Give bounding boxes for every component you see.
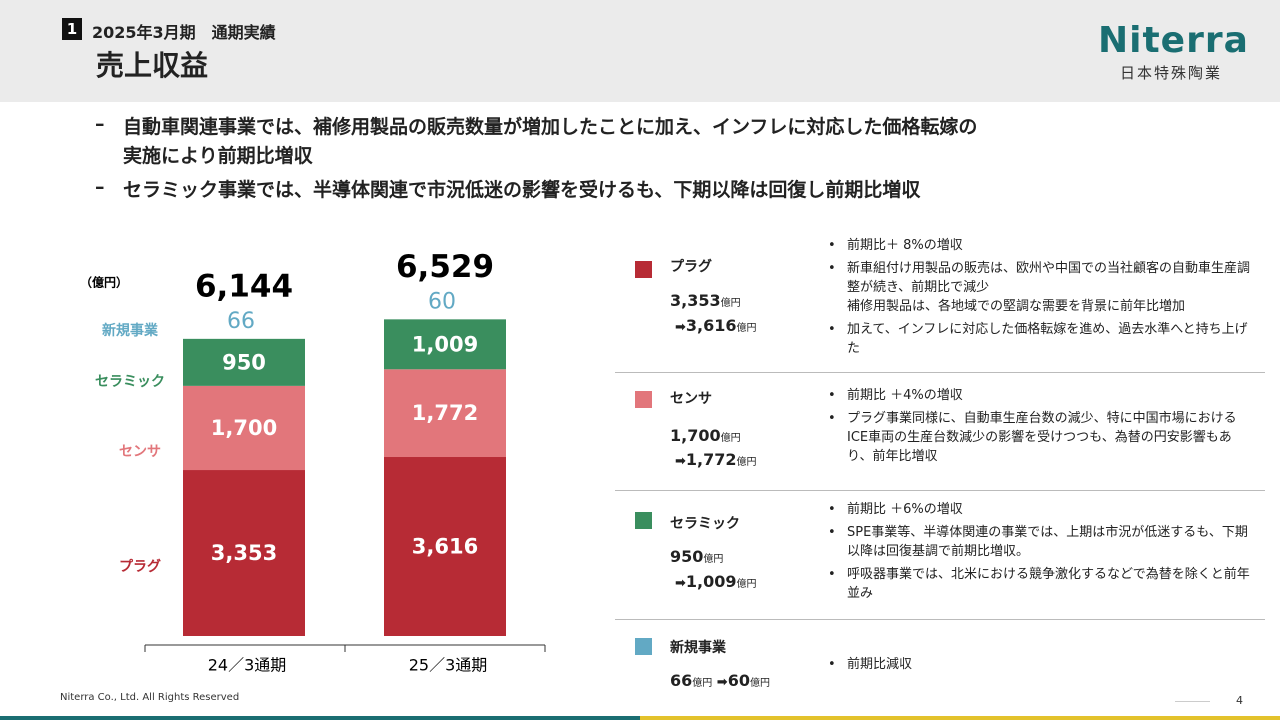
bullet-text: 自動車関連事業では、補修用製品の販売数量が増加したことに加え、インフレに対応した… [123,116,978,167]
value-before: 950億円 [670,547,723,566]
x-tick-label: 25／3通期 [409,656,488,675]
value-text: 950 [670,547,704,566]
bar-segment [183,338,305,386]
arrow-icon: ➡ [675,320,686,335]
chart: （億円） 24／3通期 3,353 1,700 950 66 6,144 25／3通期 3,6… [80,249,546,675]
legend-swatch [635,512,652,529]
value-text: 1,009 [685,572,737,591]
footer-strip [640,716,1280,720]
unit-text: 億円 [736,579,757,590]
note-list: 前期比 ＋4%の増収プラグ事業同様に、自動車生産台数の減少、特に中国市場における… [825,386,1250,470]
note-item: 新車組付け用製品の販売は、欧州や中国での当社顧客の自動車生産調整が続き、前期比で… [825,259,1250,316]
unit-text: 億円 [720,433,741,444]
unit-text: 億円 [736,323,757,334]
value-text: 60 [727,671,750,690]
segment-value-label: 60 [428,289,456,314]
top-bullet: – セラミック事業では、半導体関連で市況低迷の影響を受けるも、下期以降は回復し前期… [95,176,993,205]
note-item: 前期比 ＋6%の増収 [825,500,1250,519]
footer-strip [0,716,640,720]
note-item: 前期比 ＋4%の増収 [825,386,1250,405]
logo: Niterra [1098,20,1249,61]
series-label: 新規事業 [102,322,159,339]
value-text: 1,700 [670,426,721,445]
value-after: ➡1,772億円 [675,450,757,469]
bar-segment [384,369,506,458]
arrow-icon: ➡ [675,454,686,469]
bar-segment [384,319,506,370]
segment-value-label: 1,700 [211,416,277,440]
bar-segment [384,457,506,636]
segment-value-label: 66 [227,309,255,334]
segment-name: セラミック [670,516,740,532]
arrow-icon: ➡ [712,675,728,690]
note-list: 前期比＋ 8%の増収新車組付け用製品の販売は、欧州や中国での当社顧客の自動車生産… [825,236,1250,362]
unit-text: 億円 [736,457,757,468]
segment-value-label: 950 [222,350,266,374]
legend-swatch [635,638,652,655]
total-label: 6,529 [396,249,494,285]
unit-text: 億円 [692,678,713,689]
bullet-text: セラミック事業では、半導体関連で市況低迷の影響を受けるも、下期以降は回復し前期比… [123,179,921,201]
note-item: 呼吸器事業では、北米における競争激化するなどで為替を除くと前年並み [825,565,1250,603]
legend-swatch [635,261,652,278]
unit-label: （億円） [80,275,128,290]
top-bullet: – 自動車関連事業では、補修用製品の販売数量が増加したことに加え、インフレに対応し… [95,113,993,171]
total-label: 6,144 [195,268,293,304]
series-label: センサ [119,444,161,460]
subtitle: 2025年3月期 通期実績 [92,23,276,42]
value-text: 66 [670,671,693,690]
x-tick-label: 24／3通期 [208,656,287,675]
segment-value-label: 1,009 [412,332,478,356]
page-rule [1175,701,1210,702]
value-after: ➡3,616億円 [675,316,757,335]
section-number: 1 [62,18,82,40]
note-item: SPE事業等、半導体関連の事業では、上期は市況が低迷するも、下期以降は回復基調で… [825,523,1250,561]
note-item: プラグ事業同様に、自動車生産台数の減少、特に中国市場におけるICE車両の生産台数… [825,409,1250,466]
separator [615,619,1265,620]
page-number: 4 [1236,694,1243,707]
separator [615,490,1265,491]
header-band [0,0,1280,102]
note-list: 前期比減収 [825,655,1250,678]
legend-swatch [635,391,652,408]
segment-name: センサ [670,391,712,407]
segment-value-label: 3,353 [211,541,277,565]
unit-text: 億円 [720,298,741,309]
note-item: 前期比減収 [825,655,1250,674]
segment-value-label: 1,772 [412,401,478,425]
title: 売上収益 [96,49,209,82]
arrow-icon: ➡ [675,576,686,591]
note-item: 加えて、インフレに対応した価格転嫁を進め、過去水準へと持ち上げた [825,320,1250,358]
unit-text: 億円 [703,554,724,565]
segment-value-label: 3,616 [412,535,478,559]
note-list: 前期比 ＋6%の増収 SPE事業等、半導体関連の事業では、上期は市況が低迷するも、… [825,500,1250,607]
copyright: Niterra Co., Ltd. All Rights Reserved [60,692,240,703]
note-item: 前期比＋ 8%の増収 [825,236,1250,255]
unit-text: 億円 [749,678,770,689]
bar-segment [183,385,305,471]
segment-name: プラグ [670,259,712,275]
logo-subtitle: 日本特殊陶業 [1120,64,1223,82]
value-before: 3,353億円 [670,291,741,310]
series-label: セラミック [95,374,165,390]
value-before: 66億円 ➡60億円 [670,671,770,690]
value-text: 1,772 [685,450,737,469]
separator [615,372,1265,373]
bar-segment [183,470,305,636]
segment-name: 新規事業 [670,640,726,656]
value-before: 1,700億円 [670,426,741,445]
value-text: 3,353 [670,291,721,310]
value-text: 3,616 [685,316,737,335]
series-label: プラグ [119,558,161,575]
value-after: ➡1,009億円 [675,572,757,591]
